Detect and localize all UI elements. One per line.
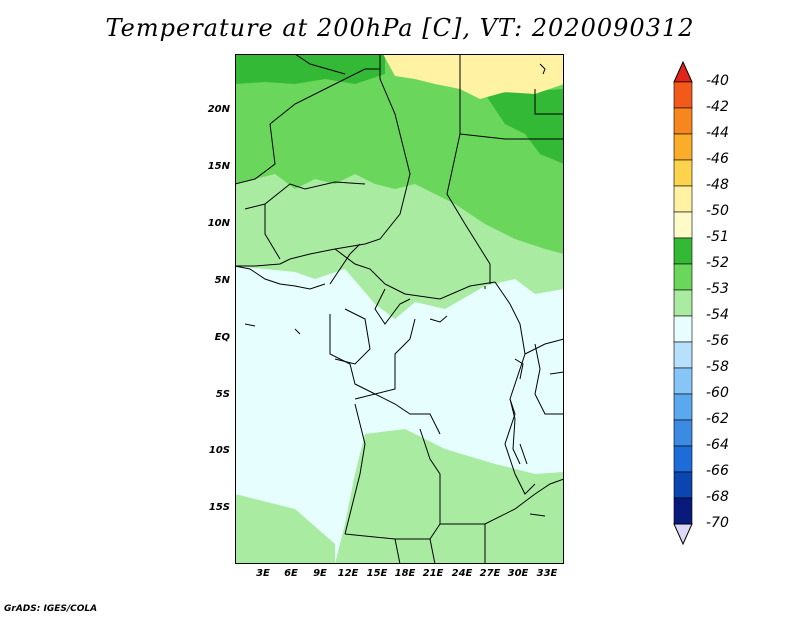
lat-label: 10N	[207, 218, 230, 229]
lon-label: 18E	[394, 568, 416, 579]
colorbar-label: -68	[706, 489, 729, 505]
field-minus51	[383, 54, 564, 99]
colorbar-swatch	[673, 237, 693, 265]
colorbar-label: -44	[706, 125, 729, 141]
lon-label: 24E	[451, 568, 473, 579]
colorbar-label: -70	[706, 515, 729, 531]
field-minus52	[235, 54, 385, 84]
colorbar-swatch	[673, 159, 693, 187]
colorbar-label: -40	[706, 73, 729, 89]
lat-label: 15N	[207, 161, 230, 172]
colorbar-label: -52	[706, 255, 729, 271]
colorbar-swatch	[673, 341, 693, 369]
lon-label: 33E	[536, 568, 558, 579]
lat-label: 15S	[208, 502, 230, 513]
lon-label: 27E	[479, 568, 501, 579]
lat-label: 5N	[214, 275, 230, 286]
colorbar-label: -62	[706, 411, 729, 427]
colorbar-swatch	[673, 445, 693, 473]
lon-label: 30E	[507, 568, 529, 579]
colorbar-swatch	[673, 289, 693, 317]
colorbar-swatch	[673, 133, 693, 161]
colorbar-label: -48	[706, 177, 729, 193]
colorbar-label: -56	[706, 333, 729, 349]
colorbar-label: -53	[706, 281, 729, 297]
colorbar-label: -51	[706, 229, 729, 245]
lon-label: 21E	[422, 568, 444, 579]
colorbar-label: -66	[706, 463, 729, 479]
lat-label: 20N	[207, 104, 230, 115]
lon-label: 9E	[313, 568, 327, 579]
colorbar-swatch	[673, 81, 693, 109]
lon-label: 3E	[256, 568, 270, 579]
colorbar-swatch	[673, 107, 693, 135]
map-frame	[235, 54, 564, 564]
lon-label: 12E	[337, 568, 359, 579]
colorbar-swatch	[673, 393, 693, 421]
colorbar	[673, 60, 693, 546]
lat-label: EQ	[214, 332, 230, 343]
credit-text: GrADS: IGES/COLA	[4, 604, 98, 614]
colorbar-swatch	[673, 263, 693, 291]
map-title: Temperature at 200hPa [C], VT: 202009031…	[105, 14, 695, 42]
colorbar-swatch	[673, 211, 693, 239]
border-lines	[235, 54, 411, 267]
lon-label: 6E	[284, 568, 298, 579]
colorbar-label: -64	[706, 437, 729, 453]
lat-label: 10S	[208, 445, 230, 456]
temperature-map	[235, 54, 564, 564]
colorbar-swatch	[673, 315, 693, 343]
colorbar-label: -60	[706, 385, 729, 401]
colorbar-swatch	[673, 471, 693, 499]
colorbar-swatch	[673, 185, 693, 213]
field-minus53	[235, 54, 564, 254]
colorbar-label: -58	[706, 359, 729, 375]
colorbar-label: -42	[706, 99, 729, 115]
lat-label: 5S	[215, 389, 230, 400]
field-minus54-sw	[235, 494, 335, 564]
colorbar-label: -54	[706, 307, 729, 323]
colorbar-label: -46	[706, 151, 729, 167]
colorbar-bottom-arrow	[673, 523, 693, 546]
colorbar-swatch	[673, 497, 693, 525]
colorbar-top-arrow	[673, 60, 693, 83]
lon-label: 15E	[366, 568, 388, 579]
field-minus52-east	[485, 89, 564, 164]
colorbar-swatch	[673, 367, 693, 395]
colorbar-label: -50	[706, 203, 729, 219]
colorbar-swatch	[673, 419, 693, 447]
field-minus54-south	[335, 429, 564, 564]
